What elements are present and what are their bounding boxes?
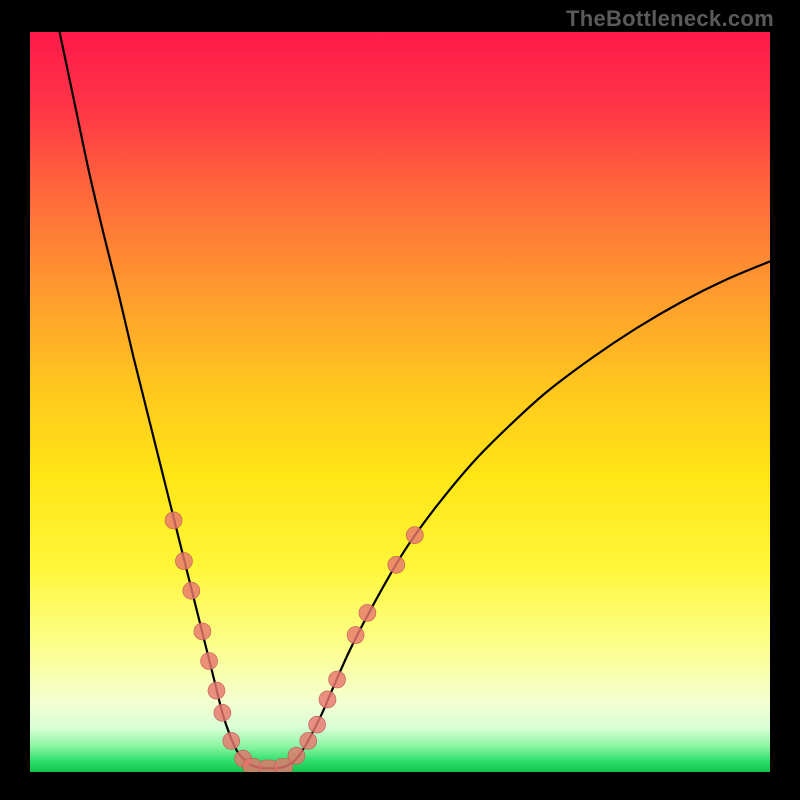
marker-bottom: [243, 759, 261, 772]
watermark-text: TheBottleneck.com: [566, 6, 774, 32]
marker-right: [319, 691, 336, 708]
marker-right: [288, 747, 305, 764]
marker-right: [388, 556, 405, 573]
stage: TheBottleneck.com: [0, 0, 800, 800]
marker-right: [329, 671, 346, 688]
marker-left: [165, 512, 182, 529]
marker-right: [406, 527, 423, 544]
marker-left: [223, 732, 240, 749]
bottleneck-curve: [60, 32, 770, 768]
marker-left: [201, 653, 218, 670]
marker-left: [183, 582, 200, 599]
marker-left: [194, 623, 211, 640]
marker-left: [214, 704, 231, 721]
chart-svg: [30, 32, 770, 772]
marker-right: [300, 732, 317, 749]
marker-left: [208, 682, 225, 699]
plot-area: [30, 32, 770, 772]
marker-right: [309, 716, 326, 733]
marker-right: [359, 604, 376, 621]
marker-right: [347, 627, 364, 644]
marker-left: [175, 553, 192, 570]
